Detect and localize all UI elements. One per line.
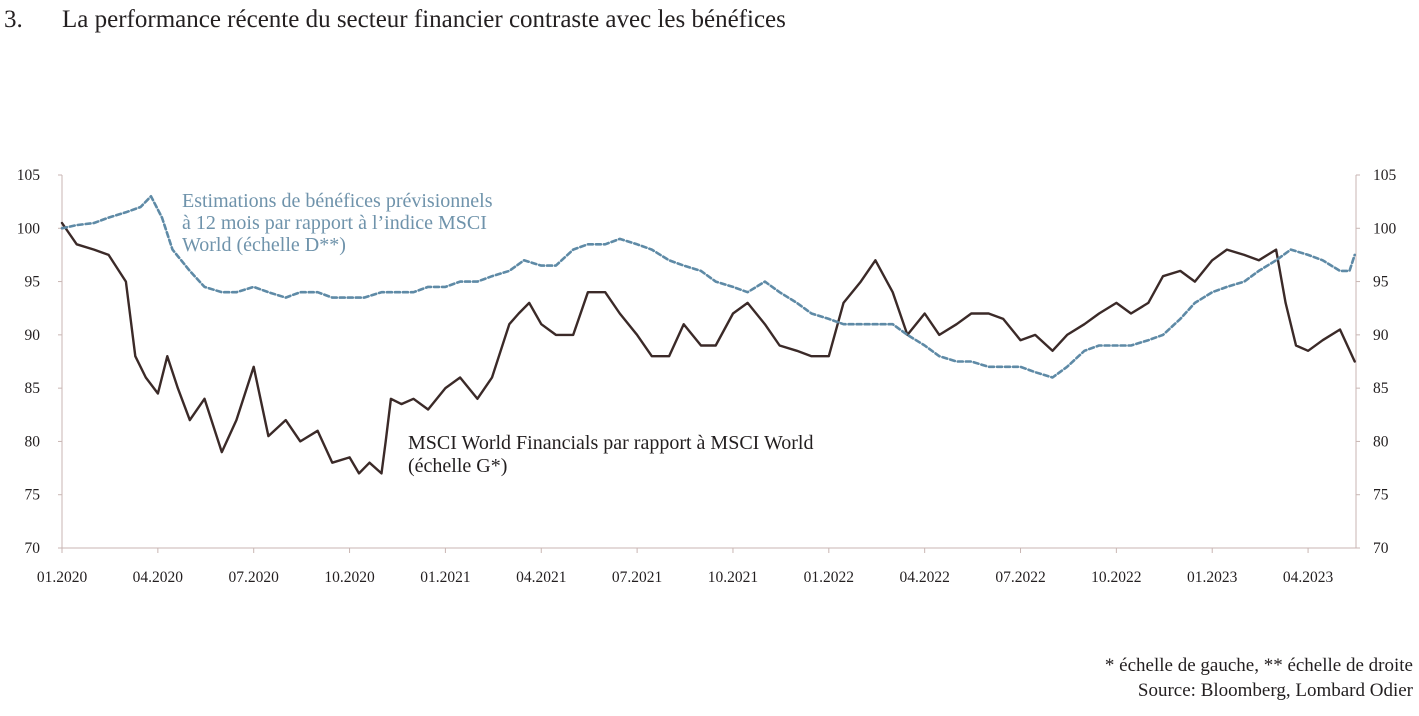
x-tick-label: 10.2020 bbox=[324, 569, 375, 586]
y-tick-right-label: 85 bbox=[1373, 380, 1389, 397]
y-tick-left-label: 95 bbox=[25, 274, 41, 291]
annotation-estimations-line-1: Estimations de bénéfices prévisionnels bbox=[182, 190, 493, 212]
chart-title: La performance récente du secteur financ… bbox=[62, 6, 786, 33]
annotation-layer: Estimations de bénéfices prévisionnels à… bbox=[182, 190, 818, 477]
x-tick-label: 07.2020 bbox=[229, 569, 280, 586]
x-tick-label: 04.2023 bbox=[1283, 569, 1334, 586]
y-tick-left-label: 70 bbox=[25, 540, 41, 557]
series-line-financials bbox=[60, 221, 1356, 475]
y-tick-left-label: 75 bbox=[25, 487, 41, 504]
y-tick-left-label: 90 bbox=[25, 327, 41, 344]
y-tick-right-label: 95 bbox=[1373, 274, 1389, 291]
x-tick-label: 01.2021 bbox=[420, 569, 470, 586]
y-tick-right-label: 70 bbox=[1373, 540, 1389, 557]
x-tick-label: 01.2022 bbox=[804, 569, 854, 586]
footnotes: * échelle de gauche, ** échelle de droit… bbox=[1105, 653, 1413, 703]
y-tick-right-label: 80 bbox=[1373, 433, 1389, 450]
footnote-source: Source: Bloomberg, Lombard Odier bbox=[1137, 680, 1413, 701]
y-tick-left-label: 105 bbox=[17, 167, 41, 184]
footnote-scales: * échelle de gauche, ** échelle de droit… bbox=[1104, 655, 1413, 676]
y-tick-left-label: 80 bbox=[25, 433, 41, 450]
x-tick-label: 01.2020 bbox=[37, 569, 88, 586]
y-tick-right-label: 105 bbox=[1373, 167, 1397, 184]
chart-axes: 70 75 80 85 90 95 100 105 70 75 80 85 90 95 100 105 01.2… bbox=[17, 167, 1397, 586]
annotation-estimations: Estimations de bénéfices prévisionnels à… bbox=[182, 190, 497, 256]
x-tick-label: 01.2023 bbox=[1187, 569, 1238, 586]
x-tick-label: 04.2022 bbox=[899, 569, 949, 586]
y-tick-right-label: 100 bbox=[1373, 220, 1397, 237]
y-tick-right-label: 90 bbox=[1373, 327, 1389, 344]
series-layer bbox=[60, 195, 1356, 475]
annotation-estimations-line-3: World (échelle D**) bbox=[182, 234, 346, 256]
y-tick-left-label: 100 bbox=[17, 220, 41, 237]
series-line-earnings-estimates bbox=[60, 195, 1356, 379]
x-tick-label: 10.2021 bbox=[708, 569, 758, 586]
annotation-financials-line-1: MSCI World Financials par rapport à MSCI… bbox=[408, 432, 813, 454]
annotation-estimations-line-2: à 12 mois par rapport à l’indice MSCI bbox=[182, 212, 487, 234]
x-tick-label: 04.2020 bbox=[133, 569, 184, 586]
y-tick-right-label: 75 bbox=[1373, 487, 1389, 504]
annotation-financials: MSCI World Financials par rapport à MSCI… bbox=[408, 432, 818, 477]
y-tick-left-label: 85 bbox=[25, 380, 41, 397]
x-tick-label: 07.2021 bbox=[612, 569, 662, 586]
chart-number: 3. bbox=[4, 6, 23, 33]
annotation-financials-line-2: (échelle G*) bbox=[408, 455, 507, 477]
x-tick-label: 07.2022 bbox=[995, 569, 1045, 586]
x-tick-label: 10.2022 bbox=[1091, 569, 1141, 586]
x-tick-label: 04.2021 bbox=[516, 569, 566, 586]
